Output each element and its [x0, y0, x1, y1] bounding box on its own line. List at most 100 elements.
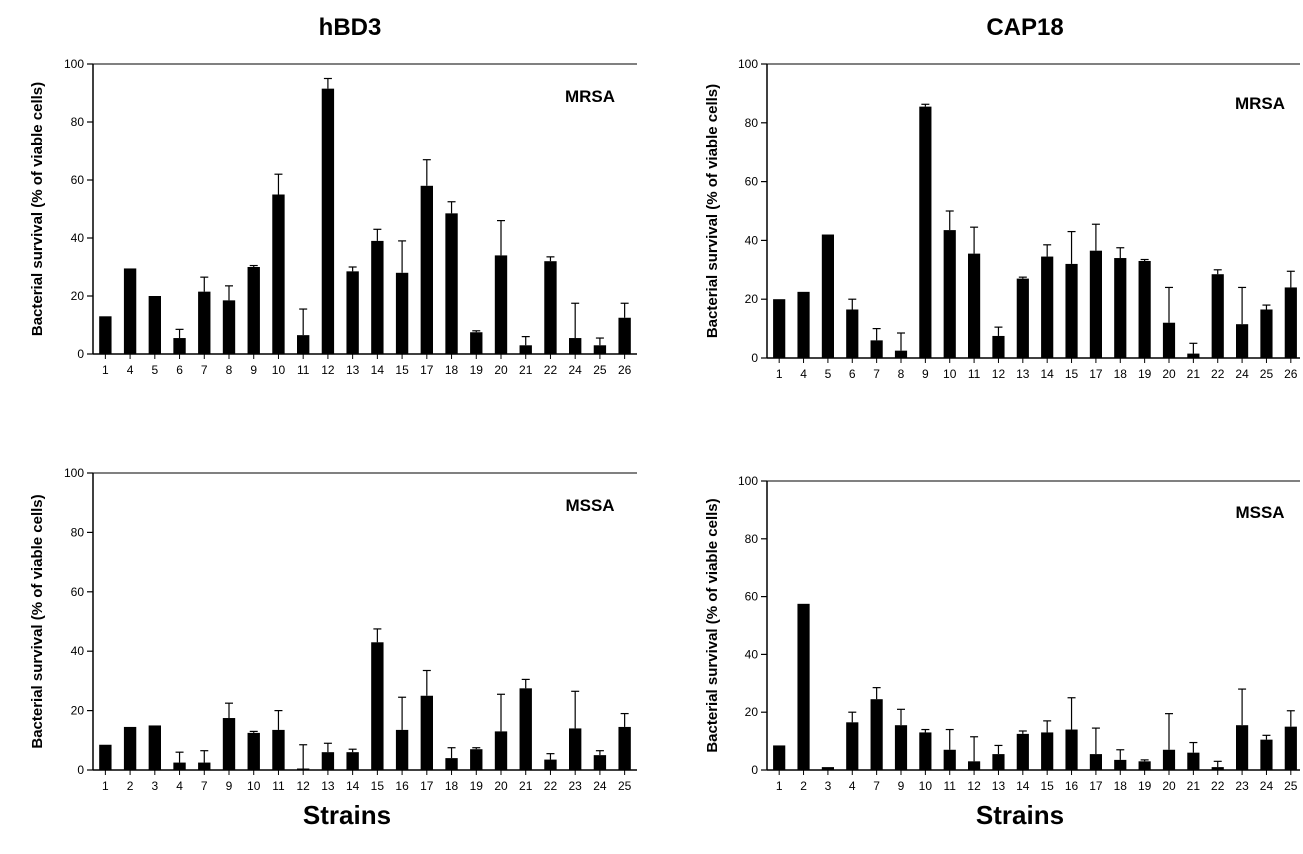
y-tick-label: 0 — [751, 763, 758, 777]
x-tick-label: 25 — [593, 363, 607, 377]
bar — [272, 194, 285, 354]
bar — [846, 722, 859, 770]
bar — [1114, 258, 1127, 358]
bar — [1041, 256, 1054, 358]
x-tick-label: 25 — [618, 779, 632, 793]
y-tick-label: 20 — [745, 292, 759, 306]
x-tick-label: 8 — [226, 363, 233, 377]
x-tick-label: 19 — [1138, 367, 1152, 381]
bar — [321, 752, 335, 770]
x-tick-label: 18 — [1114, 779, 1128, 793]
y-axis-label: Bacterial survival (% of viable cells) — [29, 82, 46, 336]
bar — [346, 752, 359, 770]
bar — [123, 268, 137, 354]
x-tick-label: 13 — [321, 779, 335, 793]
x-tick-label: 24 — [1260, 779, 1274, 793]
bar — [593, 755, 607, 770]
bar — [968, 253, 981, 358]
bar — [569, 338, 582, 354]
x-tick-label: 12 — [992, 367, 1006, 381]
x-tick-label: 13 — [1016, 367, 1030, 381]
y-tick-label: 0 — [751, 351, 758, 365]
y-tick-label: 60 — [71, 585, 85, 599]
x-tick-label: 22 — [1211, 367, 1225, 381]
x-tick-label: 5 — [151, 363, 158, 377]
x-tick-label: 13 — [992, 779, 1006, 793]
x-tick-label: 2 — [127, 779, 134, 793]
x-tick-label: 11 — [272, 779, 285, 793]
bar — [943, 749, 956, 770]
x-tick-label: 7 — [201, 779, 208, 793]
x-tick-label: 5 — [825, 367, 832, 381]
x-tick-label: 17 — [1089, 367, 1103, 381]
left-column-title: hBD3 — [318, 14, 382, 41]
y-axis-label: Bacterial survival (% of viable cells) — [704, 84, 721, 338]
x-tick-label: 1 — [776, 779, 783, 793]
bar — [519, 688, 532, 770]
y-tick-label: 20 — [71, 289, 85, 303]
x-tick-label: 20 — [1162, 779, 1176, 793]
bar — [247, 267, 260, 354]
bar — [321, 88, 335, 355]
panel-annotation: MRSA — [1235, 94, 1285, 113]
x-tick-label: 15 — [1041, 779, 1055, 793]
x-tick-label: 26 — [1284, 367, 1298, 381]
x-tick-label: 1 — [102, 779, 109, 793]
y-tick-label: 100 — [738, 474, 758, 488]
bar — [1162, 749, 1176, 770]
bar — [1089, 754, 1102, 770]
x-tick-label: 10 — [247, 779, 261, 793]
x-tick-label: 17 — [420, 363, 434, 377]
y-tick-label: 80 — [745, 116, 759, 130]
bar — [1065, 263, 1078, 358]
x-tick-label: 22 — [544, 363, 558, 377]
x-tick-label: 9 — [250, 363, 257, 377]
bar — [821, 767, 834, 770]
bar — [395, 272, 409, 354]
y-tick-label: 40 — [745, 647, 759, 661]
bar — [198, 762, 211, 770]
x-tick-label: 23 — [1235, 779, 1249, 793]
bar — [773, 745, 786, 770]
x-tick-label: 20 — [1162, 367, 1176, 381]
x-tick-label: 15 — [371, 779, 385, 793]
bar — [99, 744, 112, 770]
x-tick-label: 9 — [922, 367, 929, 381]
x-tick-label: 11 — [297, 363, 310, 377]
bar — [470, 332, 483, 354]
x-tick-label: 22 — [1211, 779, 1225, 793]
x-tick-label: 7 — [873, 779, 880, 793]
x-tick-label: 14 — [1041, 367, 1055, 381]
x-tick-label: 19 — [1138, 779, 1152, 793]
x-tick-label: 6 — [176, 363, 183, 377]
x-tick-label: 26 — [618, 363, 632, 377]
y-tick-label: 40 — [71, 644, 85, 658]
bar — [797, 603, 810, 770]
x-tick-label: 7 — [873, 367, 880, 381]
bar — [1211, 767, 1224, 770]
bar — [1162, 322, 1176, 358]
bar — [1284, 726, 1297, 770]
x-tick-label: 24 — [569, 363, 583, 377]
x-tick-label: 2 — [800, 779, 807, 793]
bar — [297, 768, 310, 770]
x-tick-label: 4 — [127, 363, 134, 377]
x-tick-label: 11 — [943, 779, 956, 793]
x-tick-label: 19 — [470, 779, 484, 793]
x-tick-label: 10 — [919, 779, 933, 793]
x-tick-label: 21 — [1187, 779, 1201, 793]
bar — [222, 300, 236, 354]
bar — [272, 729, 285, 770]
y-tick-label: 0 — [77, 763, 84, 777]
x-tick-label: 10 — [943, 367, 957, 381]
x-tick-label: 20 — [494, 779, 508, 793]
y-tick-label: 100 — [64, 57, 84, 71]
x-tick-label: 11 — [968, 367, 981, 381]
y-tick-label: 80 — [71, 525, 85, 539]
bar — [943, 230, 956, 358]
bar — [1187, 752, 1200, 770]
